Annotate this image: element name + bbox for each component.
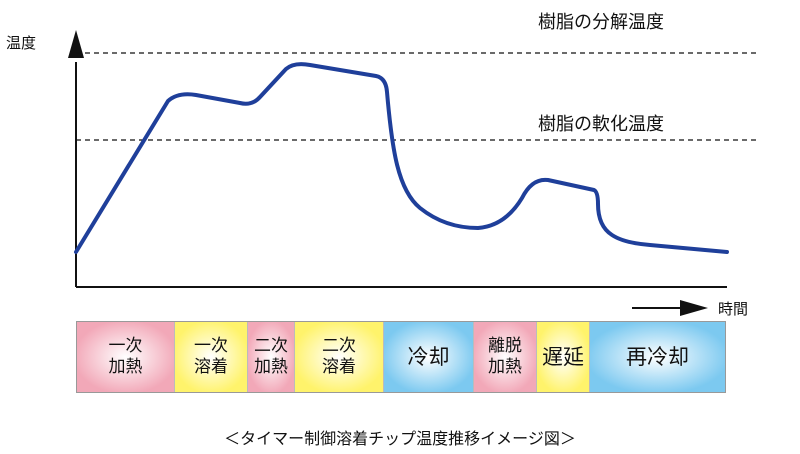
phase-delay: 遅延	[537, 322, 590, 392]
y-axis-label: 温度	[6, 34, 36, 52]
phase-recooling: 再冷却	[590, 322, 725, 392]
time-arrow-icon	[680, 300, 708, 316]
x-axis-label: 時間	[718, 300, 748, 318]
phase-bar: 一次 加熱 一次 溶着 二次 加熱 二次 溶着 冷却 離脱 加熱 遅延 再冷却	[76, 321, 726, 393]
phase-primary-heating: 一次 加熱	[77, 322, 175, 392]
temperature-curve	[74, 62, 729, 254]
phase-secondary-welding: 二次 溶着	[295, 322, 384, 392]
phase-secondary-heating: 二次 加熱	[248, 322, 295, 392]
diagram-caption: ＜タイマー制御溶着チップ温度推移イメージ図＞	[224, 429, 576, 448]
phase-cooling: 冷却	[384, 322, 474, 392]
y-axis-arrowhead-icon	[68, 30, 84, 58]
decomposition-temp-label: 樹脂の分解温度	[538, 12, 664, 33]
phase-release-heating: 離脱 加熱	[474, 322, 537, 392]
softening-temp-label: 樹脂の軟化温度	[538, 114, 664, 135]
phase-primary-welding: 一次 溶着	[175, 322, 248, 392]
